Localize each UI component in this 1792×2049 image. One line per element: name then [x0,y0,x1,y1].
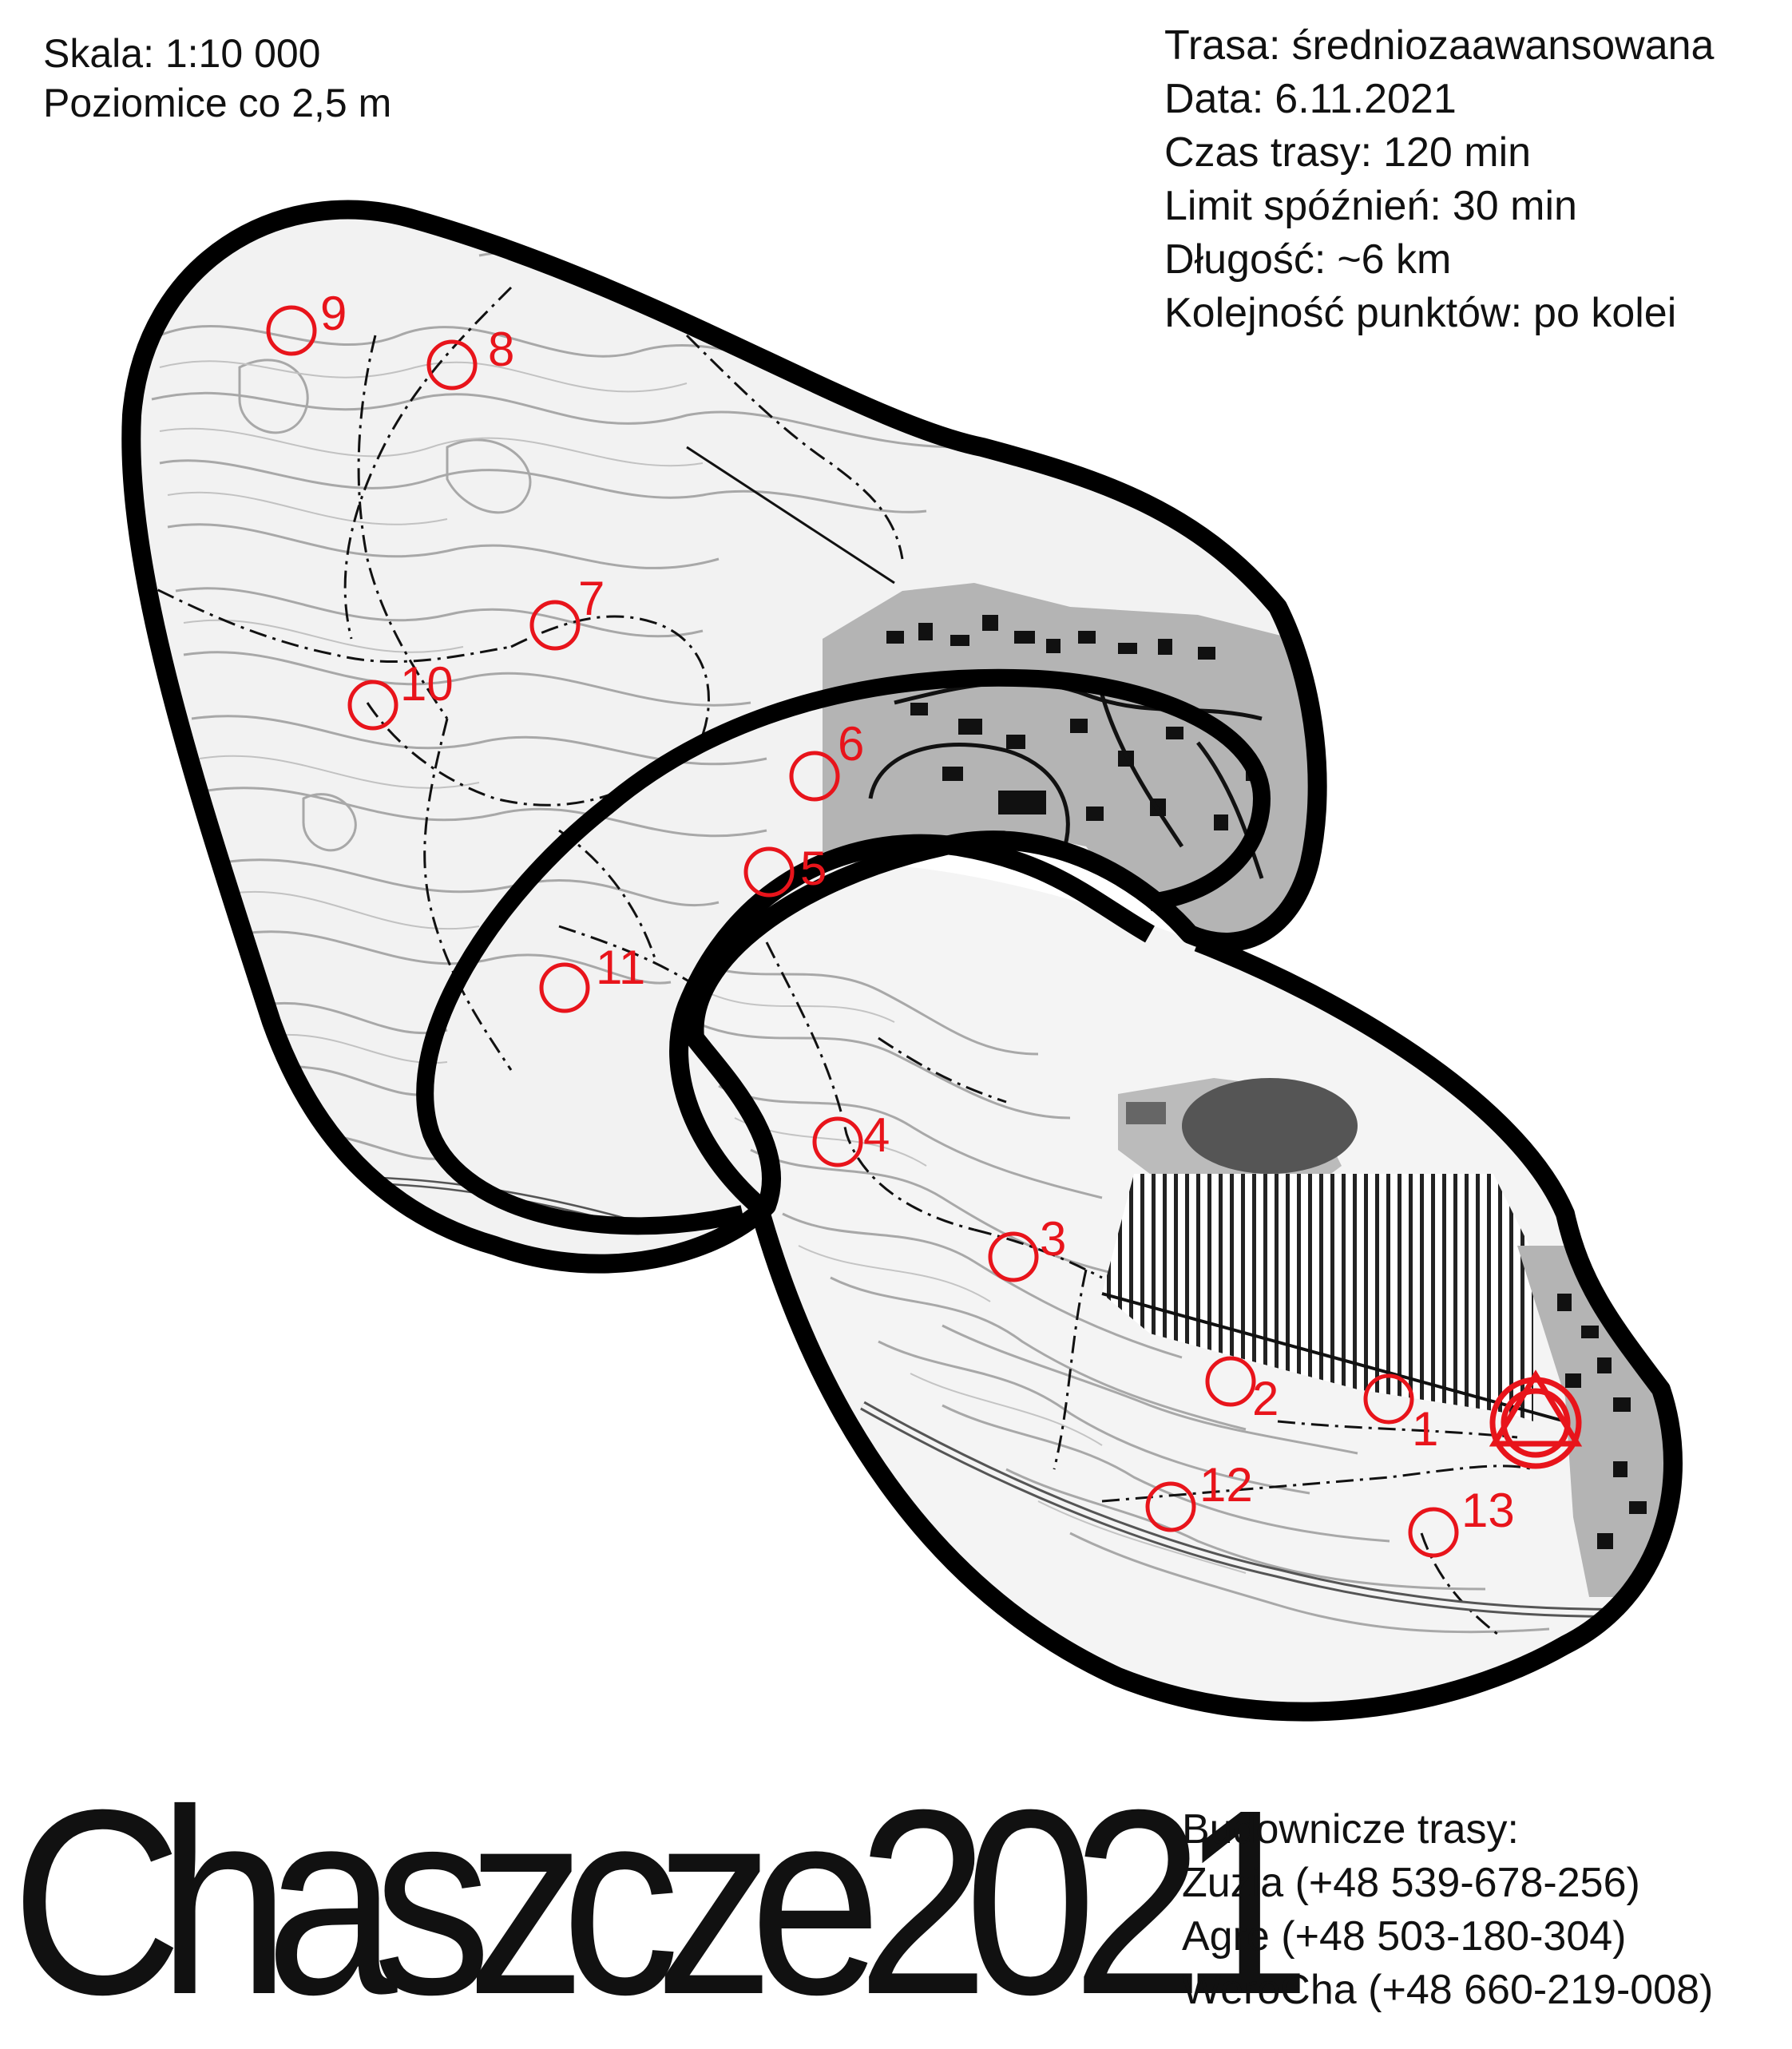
control-number: 4 [863,1108,890,1162]
control-circle [988,1231,1039,1282]
contour-interval-text: Poziomice co 2,5 m [43,81,392,125]
control-point-9: 9 [266,287,347,356]
control-number: 8 [488,323,514,376]
course-info-row: Czas trasy: 120 min [1164,126,1714,180]
info-value: po kolei [1533,290,1677,336]
control-circle [789,751,840,802]
control-circle [539,962,590,1013]
control-number: 2 [1252,1372,1279,1425]
control-number: 1 [1412,1402,1438,1456]
map-legend-header: Skala: 1:10 000 Poziomice co 2,5 m [43,29,391,128]
control-point-10: 10 [347,657,454,731]
info-label: Kolejność punktów: [1164,290,1523,336]
course-info-row: Limit spóźnień: 30 min [1164,180,1714,233]
control-point-4: 4 [812,1108,890,1167]
control-circle [529,600,581,651]
control-number: 9 [320,287,347,340]
control-point-11: 11 [539,941,645,1013]
control-number: 6 [838,717,864,771]
start-triangle-icon [1489,1369,1583,1447]
control-number: 10 [400,657,454,711]
control-number: 5 [800,842,827,895]
info-label: Czas trasy: [1164,129,1373,176]
info-label: Długość: [1164,236,1326,283]
info-label: Trasa: [1164,22,1281,69]
scale-text: Skala: 1:10 000 [43,31,321,76]
info-value: ~6 km [1337,236,1452,283]
info-value: średniozaawansowana [1291,22,1715,69]
info-label: Limit spóźnień: [1164,183,1441,229]
builder-contact: Zuzia (+48 539-678-256) [1182,1860,1640,1906]
control-number: 13 [1461,1484,1515,1537]
control-point-6: 6 [789,717,864,802]
control-number: 11 [596,941,645,994]
info-value: 30 min [1452,183,1577,229]
builder-contact: Agre (+48 503-180-304) [1182,1913,1627,1960]
control-number: 7 [578,572,605,625]
control-circle [347,680,398,731]
event-title-logo: Chaszcze2021 [11,1754,1311,2049]
control-circle [1205,1356,1256,1407]
control-point-8: 8 [426,323,514,390]
course-info-row: Kolejność punktów: po kolei [1164,287,1714,340]
stem-map-area [678,862,1673,1712]
course-builders: Budownicze trasy: Zuzia (+48 539-678-256… [1182,1803,1713,2017]
course-info-row: Data: 6.11.2021 [1164,73,1714,126]
control-point-7: 7 [529,572,605,651]
control-point-3: 3 [988,1212,1066,1282]
info-value: 6.11.2021 [1275,76,1457,122]
control-number: 12 [1199,1458,1253,1512]
control-number: 3 [1040,1212,1066,1266]
control-circle [812,1116,863,1167]
course-info: Trasa: średniozaawansowana Data: 6.11.2021… [1164,19,1714,340]
cap-outline [121,200,1327,1274]
course-info-row: Trasa: średniozaawansowana [1164,19,1714,73]
info-label: Data: [1164,76,1264,122]
control-point-1: 1 [1363,1373,1438,1456]
control-circle [1408,1507,1459,1558]
control-point-12: 12 [1145,1458,1253,1532]
control-point-2: 2 [1205,1356,1279,1425]
control-circle [1145,1481,1196,1532]
cap-inner-rim [416,668,1271,1235]
builders-heading: Budownicze trasy: [1182,1806,1519,1853]
control-circle [743,846,795,898]
info-value: 120 min [1383,129,1532,176]
control-point-5: 5 [743,842,827,898]
control-circle [426,339,478,390]
control-circle [1363,1373,1414,1425]
control-point-13: 13 [1408,1484,1515,1558]
builder-contact: WeroCha (+48 660-219-008) [1182,1967,1714,2013]
course-info-row: Długość: ~6 km [1164,233,1714,287]
control-circle [266,305,317,356]
